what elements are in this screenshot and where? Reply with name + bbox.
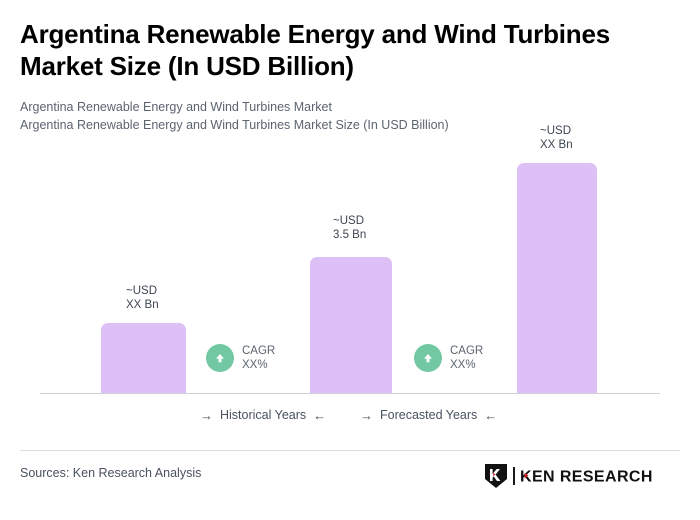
bar-value-label-line2: XX Bn xyxy=(126,299,159,311)
bar-value-label-line1: ~USD xyxy=(333,215,364,227)
bar-value-label-line1: ~USD xyxy=(126,285,157,297)
cagr-value: XX% xyxy=(450,359,476,371)
subtitle-block: Argentina Renewable Energy and Wind Turb… xyxy=(20,98,640,134)
ken-research-logo: KEN RESEARCH xyxy=(484,463,672,489)
cagr-badge: CAGR XX% xyxy=(414,344,483,372)
subtitle-line-2: Argentina Renewable Energy and Wind Turb… xyxy=(20,118,449,132)
arrow-up-icon xyxy=(414,344,442,372)
axis-baseline xyxy=(40,393,660,394)
page-title: Argentina Renewable Energy and Wind Turb… xyxy=(20,19,611,81)
arrow-right-icon: → xyxy=(360,407,373,423)
period-forecasted: → Forecasted Years ← xyxy=(360,408,497,422)
cagr-text: CAGR XX% xyxy=(242,344,275,372)
bar-value-label: ~USD XX Bn xyxy=(540,124,573,152)
cagr-badge: CAGR XX% xyxy=(206,344,275,372)
bar-historical[interactable] xyxy=(101,323,186,394)
cagr-label: CAGR xyxy=(450,345,484,357)
period-historical: → Historical Years ← xyxy=(200,408,326,422)
logo-wordmark-text: KEN RESEARCH xyxy=(520,469,653,486)
cagr-label: CAGR xyxy=(242,345,276,357)
bar-value-label: ~USD 3.5 Bn xyxy=(333,214,366,242)
bar-forecast[interactable] xyxy=(517,163,597,394)
shield-logo-icon xyxy=(485,464,507,488)
arrow-left-icon: ← xyxy=(313,407,327,423)
bar-value-label-line1: ~USD xyxy=(540,125,571,137)
cagr-value: XX% xyxy=(242,359,268,371)
bar-value-label-line2: XX Bn xyxy=(540,139,573,151)
arrow-left-icon: ← xyxy=(484,407,498,423)
logo-separator xyxy=(513,467,515,485)
footer-divider xyxy=(20,450,680,451)
bar-value-label: ~USD XX Bn xyxy=(126,284,159,312)
bar-chart: ~USD XX Bn CAGR XX% ~USD 3.5 Bn xyxy=(40,124,660,434)
arrow-right-icon: → xyxy=(200,407,213,423)
arrow-up-icon xyxy=(206,344,234,372)
logo-wordmark-icon: KEN RESEARCH xyxy=(520,469,653,486)
period-legend: → Historical Years ← → Forecasted Years … xyxy=(40,408,660,434)
period-label: Forecasted Years xyxy=(380,408,478,422)
bar-value-label-line2: 3.5 Bn xyxy=(333,229,367,241)
period-label: Historical Years xyxy=(220,408,307,422)
subtitle-line-1: Argentina Renewable Energy and Wind Turb… xyxy=(20,100,332,114)
sources-text: Sources: Ken Research Analysis xyxy=(20,466,202,480)
cagr-text: CAGR XX% xyxy=(450,344,483,372)
bar-base[interactable] xyxy=(310,257,392,394)
